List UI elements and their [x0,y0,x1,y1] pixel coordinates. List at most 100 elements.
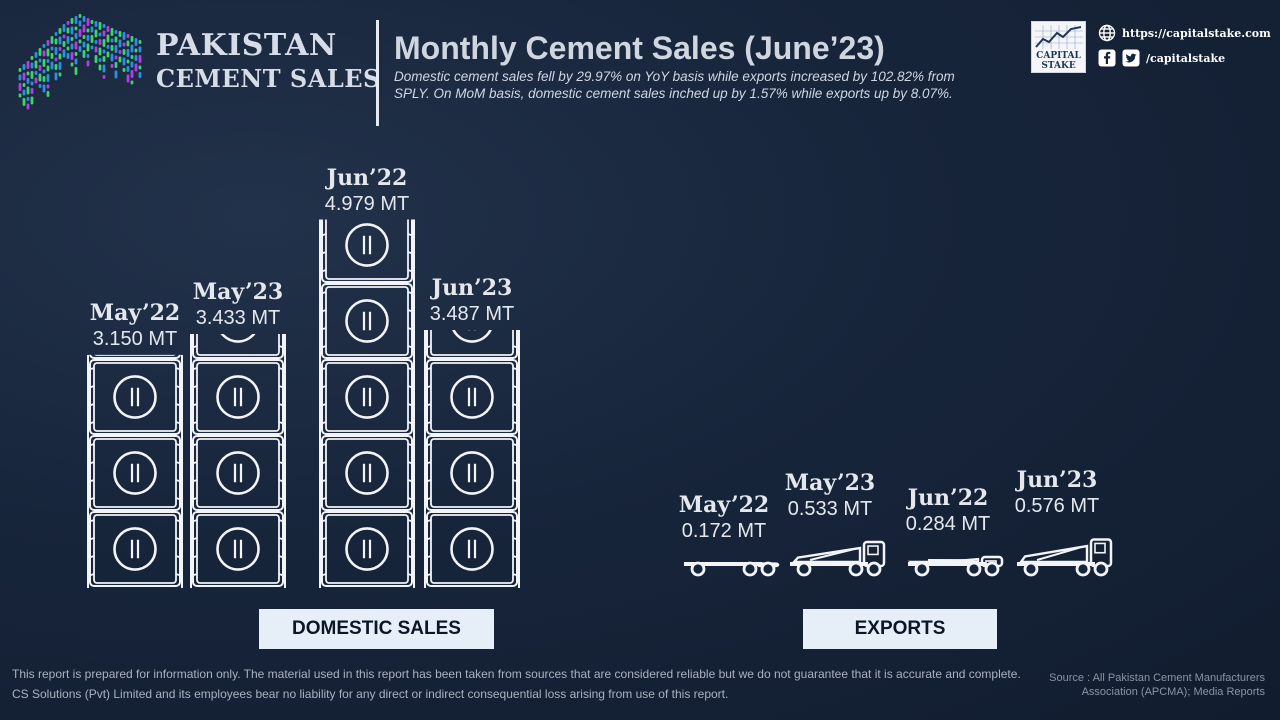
domestic-bar [319,219,415,588]
chart-trend-icon [1035,25,1083,49]
logo-dot [70,37,74,41]
logo-dot [134,48,138,53]
logo-dot [114,36,118,43]
logo-dot [82,41,86,48]
logo-dot [70,26,74,35]
logo-dot [42,84,46,93]
twitter-icon[interactable] [1122,49,1140,67]
cement-bag-icon [87,435,183,511]
social-row[interactable]: /capitalstake [1098,49,1225,67]
logo-dot [126,40,130,47]
logo-dot [130,55,134,59]
logo-dot [86,43,90,52]
capital-stake-logo[interactable]: CAPITAL STAKE [1031,21,1086,73]
logo-dot [134,63,138,72]
logo-dot [102,56,106,62]
logo-dot [70,43,74,50]
logo-dot [70,62,74,67]
logo-dot [54,64,58,70]
logo-text-capital: CAPITAL [1036,51,1081,61]
logo-dot [46,74,50,82]
logo-dot [74,41,78,50]
exports-1-category-label: May’23 [784,470,876,497]
logo-dot [18,68,22,72]
logo-dot [66,27,70,34]
logo-dot [118,56,122,63]
logo-dot [34,77,38,84]
logo-dot [50,36,54,44]
cement-bag-icon [87,359,183,435]
source-line-2: Association (APCMA); Media Reports [1081,686,1265,698]
exports-3-category-label: Jun’23 [1016,467,1098,494]
social-handle[interactable]: /capitalstake [1146,51,1226,65]
website-row[interactable]: https://capitalstake.com [1098,24,1271,42]
website-link[interactable]: https://capitalstake.com [1122,26,1271,40]
logo-dot [130,70,134,78]
logo-dot [70,52,74,60]
facebook-icon[interactable] [1098,49,1116,67]
logo-dot [38,48,42,56]
logo-dot [130,36,134,42]
cement-bag-icon [89,354,181,359]
logo-dot [74,26,78,31]
logo-dot [42,69,46,74]
logo-dot [106,51,110,58]
logo-dot [126,49,130,57]
logo-dot [26,61,30,69]
domestic-bar [87,354,183,588]
logo-dot [138,55,142,63]
logo-dot [58,36,62,45]
domestic-1-value-label: 3.433 MT [195,306,281,329]
logo-dot [82,50,86,58]
logo-dot [38,65,42,71]
logo-dot [86,54,90,58]
logo-dot [18,74,22,81]
logo-text-stake: STAKE [1041,61,1076,71]
logo-dot [22,72,26,81]
brand-title-line1: PAKISTAN [156,28,337,63]
truck-icon [684,561,780,577]
logo-dot [90,26,94,33]
logo-dot [110,64,114,68]
cement-bag-icon [87,511,183,587]
logo-dot [98,32,102,37]
logo-dot [22,98,26,106]
logo-dot [26,71,30,76]
logo-dot [30,56,34,60]
logo-dot [54,47,58,55]
logo-dot [110,45,114,51]
logo-dot [130,44,134,53]
disclaimer-line-1: This report is prepared for information … [12,667,1021,681]
logo-dot [18,83,22,91]
exports-2-value-label: 0.284 MT [905,512,991,535]
logo-dot [114,30,118,34]
logo-dot [30,96,34,105]
logo-dot [130,61,134,68]
logo-dot [74,33,78,39]
logo-dot [42,50,46,57]
domestic-1-category-label: May’23 [192,278,284,305]
logo-dot [86,28,90,33]
logo-dot [42,76,46,82]
logo-dot [78,20,82,27]
logo-dot [94,40,98,44]
logo-dot [26,86,30,95]
logo-dot [122,49,126,55]
logo-dot [38,73,42,82]
source-note: Source : All Pakistan Cement Manufacture… [1049,671,1265,699]
logo-dot [126,66,130,72]
logo-dot [114,45,118,53]
domestic-3-value-label: 3.487 MT [429,302,515,325]
logo-dot [62,49,66,58]
logo-dot [138,46,142,53]
logo-dot [54,72,58,81]
logo-dot [114,55,118,60]
logo-dot [86,18,90,26]
logo-dot [30,62,34,69]
logo-dot [78,39,82,44]
logo-dot [38,84,42,88]
domestic-bar [190,333,286,588]
logo-dot [98,64,102,71]
logo-dot [38,58,42,63]
logo-dot [46,48,50,57]
